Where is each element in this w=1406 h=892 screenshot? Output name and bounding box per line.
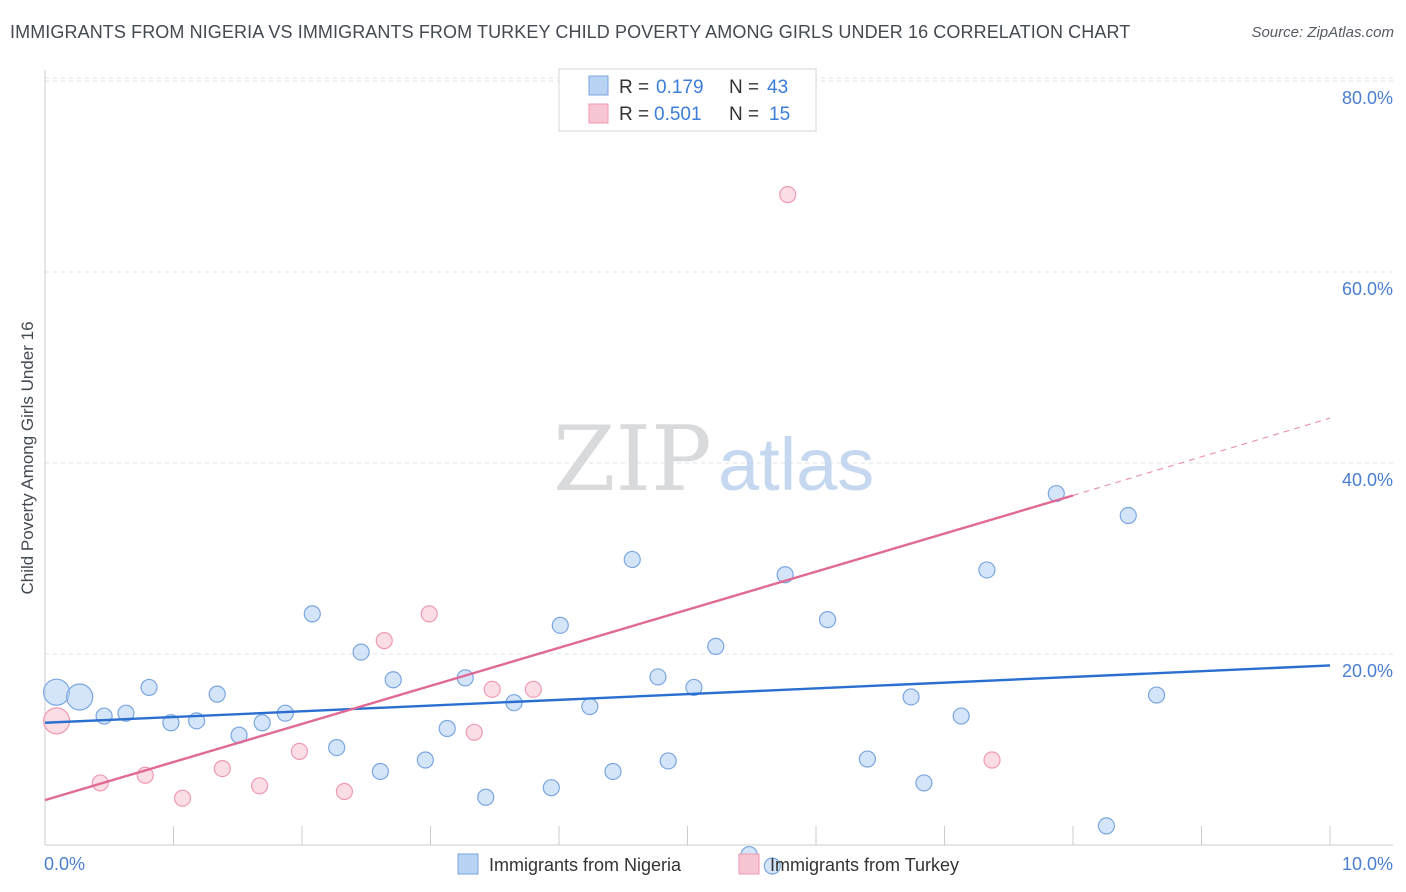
- gridlines: [45, 77, 1393, 655]
- y-tick-label: 60.0%: [1342, 279, 1393, 299]
- legend-swatch-nigeria: [588, 75, 609, 96]
- point-nigeria: [66, 683, 94, 711]
- trend-lines: [44, 417, 1331, 802]
- point-turkey: [375, 632, 393, 650]
- point-nigeria: [818, 611, 837, 629]
- bottom-legend-swatch-nigeria: [457, 853, 479, 875]
- trend-line-nigeria: [44, 664, 1331, 724]
- y-tick-label: 20.0%: [1342, 661, 1393, 681]
- chart-source: Source: ZipAtlas.com: [1251, 24, 1394, 41]
- legend-n-label-turkey: N =: [729, 104, 759, 125]
- legend-n-label-nigeria: N =: [729, 77, 759, 98]
- point-turkey: [250, 777, 269, 795]
- point-nigeria: [659, 752, 677, 770]
- point-nigeria: [858, 750, 877, 768]
- point-nigeria: [384, 671, 402, 689]
- point-nigeria: [1119, 506, 1137, 525]
- legend-swatch-turkey: [588, 103, 609, 124]
- point-nigeria: [208, 685, 226, 703]
- point-nigeria: [117, 704, 135, 722]
- point-nigeria: [978, 561, 996, 579]
- bottom-legend: Immigrants from Nigeria Immigrants from …: [457, 853, 959, 875]
- point-turkey: [483, 680, 501, 698]
- legend-r-label-turkey: R =: [619, 104, 649, 125]
- y-tick-label: 80.0%: [1342, 88, 1393, 108]
- legend-n-value-turkey: 15: [769, 104, 790, 125]
- point-nigeria: [763, 857, 781, 875]
- point-nigeria: [140, 678, 158, 697]
- bottom-legend-label-nigeria: Immigrants from Nigeria: [489, 855, 682, 875]
- legend-r-value-turkey: 0.501: [654, 104, 702, 125]
- legend-r-label-nigeria: R =: [619, 77, 649, 98]
- point-nigeria: [438, 719, 456, 738]
- watermark: ZIP atlas: [553, 407, 874, 512]
- point-turkey: [524, 680, 542, 698]
- point-nigeria: [42, 678, 71, 706]
- legend: R = 0.179 N = 43 R = 0.501 N = 15: [558, 68, 817, 132]
- x-tick-label: 10.0%: [1342, 854, 1393, 874]
- watermark-atlas: atlas: [718, 423, 874, 506]
- point-nigeria: [902, 688, 920, 706]
- point-nigeria: [604, 762, 622, 781]
- point-turkey: [173, 789, 192, 807]
- point-nigeria: [477, 788, 495, 806]
- trend-line-turkey-extension: [1072, 417, 1331, 497]
- point-turkey: [335, 782, 354, 801]
- legend-r-value-nigeria: 0.179: [656, 77, 704, 98]
- point-turkey: [213, 759, 231, 778]
- point-nigeria: [542, 779, 560, 797]
- chart-title: IMMIGRANTS FROM NIGERIA VS IMMIGRANTS FR…: [10, 22, 1131, 42]
- point-nigeria: [416, 751, 434, 769]
- point-nigeria: [952, 707, 970, 725]
- y-tick-label: 40.0%: [1342, 470, 1393, 490]
- bottom-legend-swatch-turkey: [738, 853, 760, 875]
- point-turkey: [779, 186, 797, 204]
- point-nigeria: [649, 668, 667, 686]
- point-nigeria: [623, 550, 641, 569]
- point-nigeria: [352, 643, 370, 661]
- point-nigeria: [303, 605, 321, 623]
- point-nigeria: [915, 774, 933, 792]
- tick-labels: 20.0% 40.0% 60.0% 80.0% 0.0% 10.0%: [44, 88, 1393, 874]
- trend-line-turkey: [44, 494, 1074, 802]
- point-turkey: [290, 742, 309, 761]
- point-nigeria: [1147, 686, 1166, 704]
- point-nigeria: [551, 616, 569, 634]
- legend-n-value-nigeria: 43: [767, 77, 788, 98]
- point-nigeria: [371, 762, 389, 781]
- bottom-legend-label-turkey: Immigrants from Turkey: [770, 855, 959, 875]
- y-axis-title: Child Poverty Among Girls Under 16: [18, 321, 37, 594]
- point-turkey: [983, 751, 1001, 769]
- point-turkey: [465, 723, 483, 741]
- point-nigeria: [685, 678, 703, 697]
- point-nigeria: [328, 738, 346, 757]
- x-tick-label: 0.0%: [44, 854, 85, 874]
- point-nigeria: [253, 714, 271, 732]
- point-nigeria: [1097, 817, 1116, 835]
- point-nigeria: [162, 714, 180, 732]
- watermark-zip: ZIP: [553, 407, 712, 512]
- point-nigeria: [707, 637, 725, 655]
- data-points: [42, 186, 1166, 875]
- point-turkey: [420, 605, 438, 623]
- point-nigeria: [581, 697, 599, 716]
- point-nigeria: [95, 707, 113, 725]
